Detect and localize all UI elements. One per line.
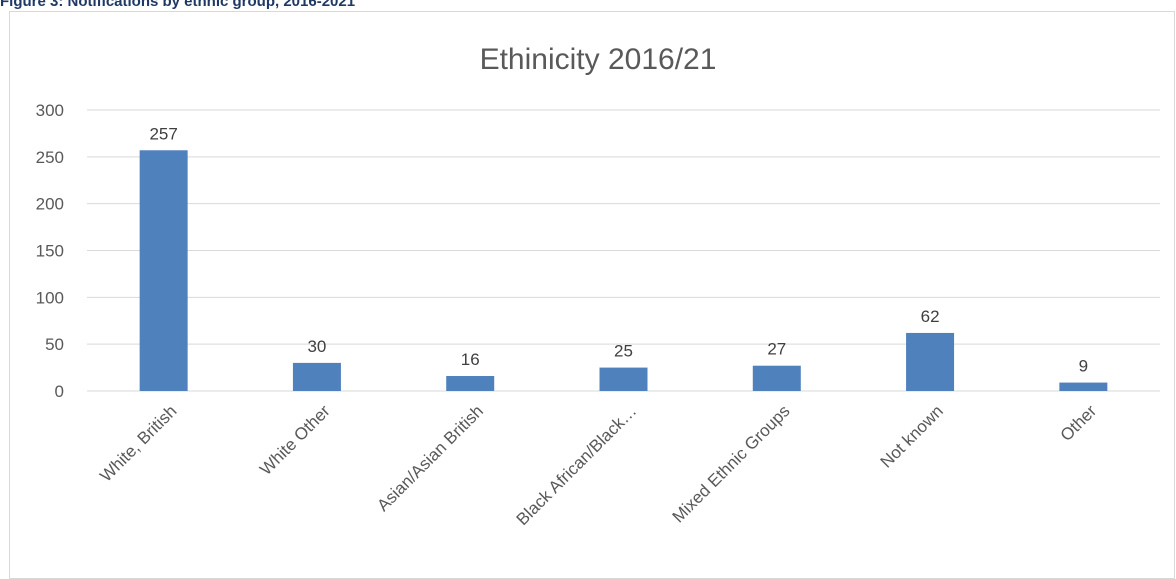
data-label: 257 (149, 124, 177, 143)
y-tick-label: 100 (36, 288, 64, 307)
bar (599, 367, 648, 391)
x-tick-label: Black African/Black… (513, 401, 641, 529)
chart-title: Ethinicity 2016/21 (480, 43, 717, 76)
chart-area (9, 11, 1175, 579)
figure-caption: Figure 3: Notifications by ethnic group,… (0, 0, 356, 10)
y-tick-label: 0 (55, 382, 64, 401)
data-label: 16 (461, 350, 480, 369)
data-label: 30 (307, 337, 326, 356)
bar (139, 150, 188, 391)
x-tick-label: Not known (877, 401, 947, 471)
data-label: 62 (921, 307, 940, 326)
y-tick-label: 200 (36, 195, 64, 214)
y-tick-label: 300 (36, 101, 64, 120)
x-axis-category-labels: White, British White Other Asian/Asian Bri… (96, 401, 1100, 529)
x-tick-label: White, British (96, 401, 180, 485)
y-tick-label: 250 (36, 148, 64, 167)
y-axis-tick-labels: 0 50 100 150 200 250 300 (36, 101, 64, 401)
bar (752, 365, 801, 391)
data-labels: 257 30 16 25 27 62 9 (149, 124, 1088, 375)
y-tick-label: 150 (36, 242, 64, 261)
data-label: 27 (767, 340, 786, 359)
bar (906, 332, 955, 391)
data-label: 9 (1079, 357, 1088, 376)
y-tick-label: 50 (45, 335, 64, 354)
x-tick-label: Other (1057, 401, 1101, 445)
x-tick-label: Asian/Asian British (373, 401, 487, 515)
x-tick-label: Mixed Ethnic Groups (669, 401, 794, 526)
data-label: 25 (614, 342, 633, 361)
bar (446, 376, 495, 391)
bar (1059, 382, 1108, 391)
bars (139, 150, 1108, 391)
x-tick-label: White Other (256, 401, 334, 479)
bar (292, 362, 341, 391)
